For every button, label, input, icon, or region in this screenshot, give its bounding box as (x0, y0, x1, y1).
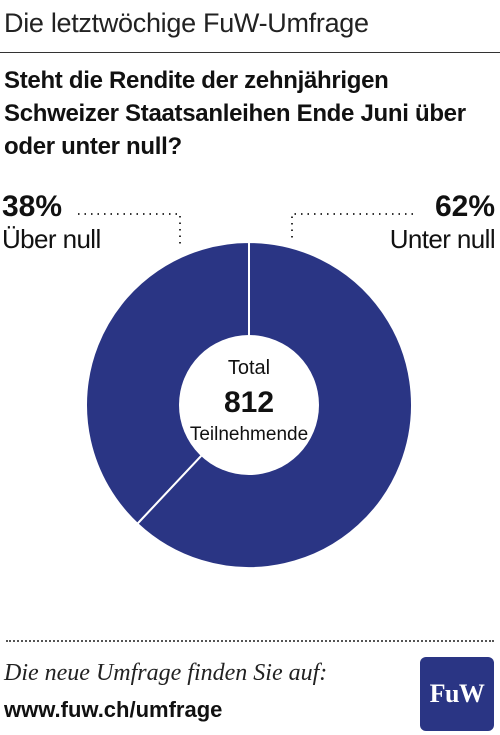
fuw-logo: FuW (420, 657, 494, 731)
donut-chart: Total 812 Teilnehmende (78, 213, 413, 569)
category-label-over-zero: Über null (2, 224, 101, 254)
leader-line-right (291, 213, 413, 238)
category-label-under-zero: Unter null (389, 224, 496, 254)
donut-hole (179, 335, 319, 475)
survey-question: Steht die Rendite der zehnjährigen Schwe… (4, 67, 466, 160)
footer-text: Die neue Umfrage finden Sie auf: (4, 660, 328, 686)
page-header: Die letztwöchige FuW-Umfrage (4, 8, 369, 38)
center-value-total: 812 (224, 386, 274, 419)
value-label-over-zero: 38% (2, 190, 63, 223)
footer-url-link[interactable]: www.fuw.ch/umfrage (4, 697, 223, 722)
value-label-under-zero: 62% (434, 190, 495, 223)
footer-divider (6, 640, 494, 642)
leader-line-left (78, 213, 181, 246)
center-label-participants: Teilnehmende (190, 424, 308, 445)
pie-slice-over-zero (85, 240, 250, 526)
header-rule (0, 52, 500, 53)
center-label-total: Total (228, 357, 270, 379)
